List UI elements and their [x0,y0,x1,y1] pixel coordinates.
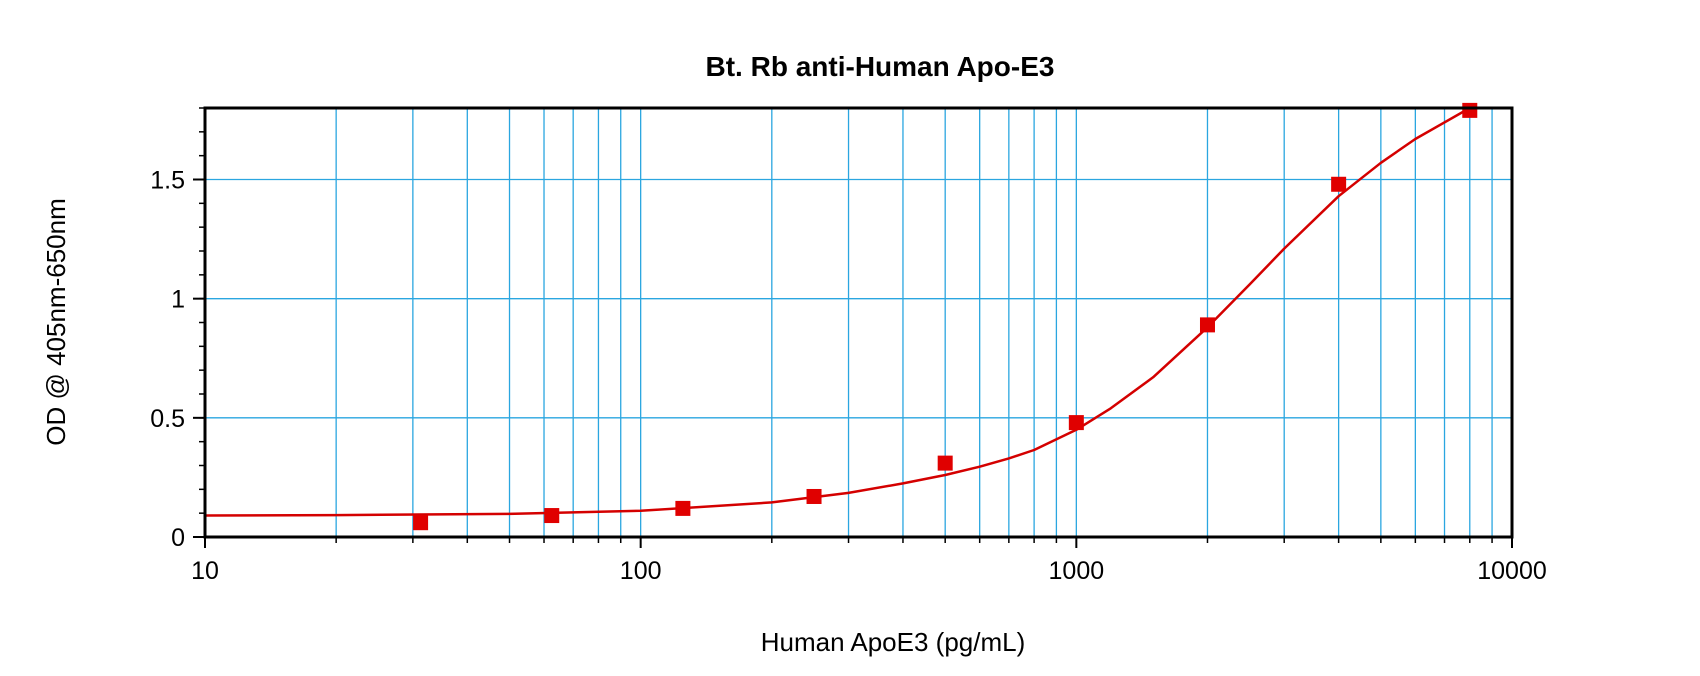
data-points-layer [413,102,1478,531]
y-tick-label: 0 [171,524,185,552]
data-point [806,488,822,504]
data-point [675,500,691,516]
y-tick-label: 1 [171,286,185,314]
data-point [544,508,560,524]
data-point [1068,415,1084,431]
y-axis-ticks: 0 0.5 1 1.5 [150,167,205,552]
x-tick-label: 10000 [1477,557,1547,585]
x-tick-label: 10 [191,557,219,585]
y-axis-label: OD @ 405nm-650nm [41,198,71,446]
x-tick-label: 1000 [1049,557,1105,585]
x-tick-label: 100 [620,557,662,585]
data-point [937,455,953,471]
data-point [1199,317,1215,333]
plot-frame [203,106,1514,539]
x-axis-ticks: 10 100 1000 10000 [191,537,1547,585]
x-axis-label: Human ApoE3 (pg/mL) [761,627,1025,657]
data-point [1462,102,1478,118]
y-tick-label: 0.5 [150,405,185,433]
data-point [413,515,429,531]
grid [205,108,1512,537]
data-point [1331,176,1347,192]
chart-title: Bt. Rb anti-Human Apo-E3 [706,51,1055,82]
y-tick-label: 1.5 [150,167,185,195]
